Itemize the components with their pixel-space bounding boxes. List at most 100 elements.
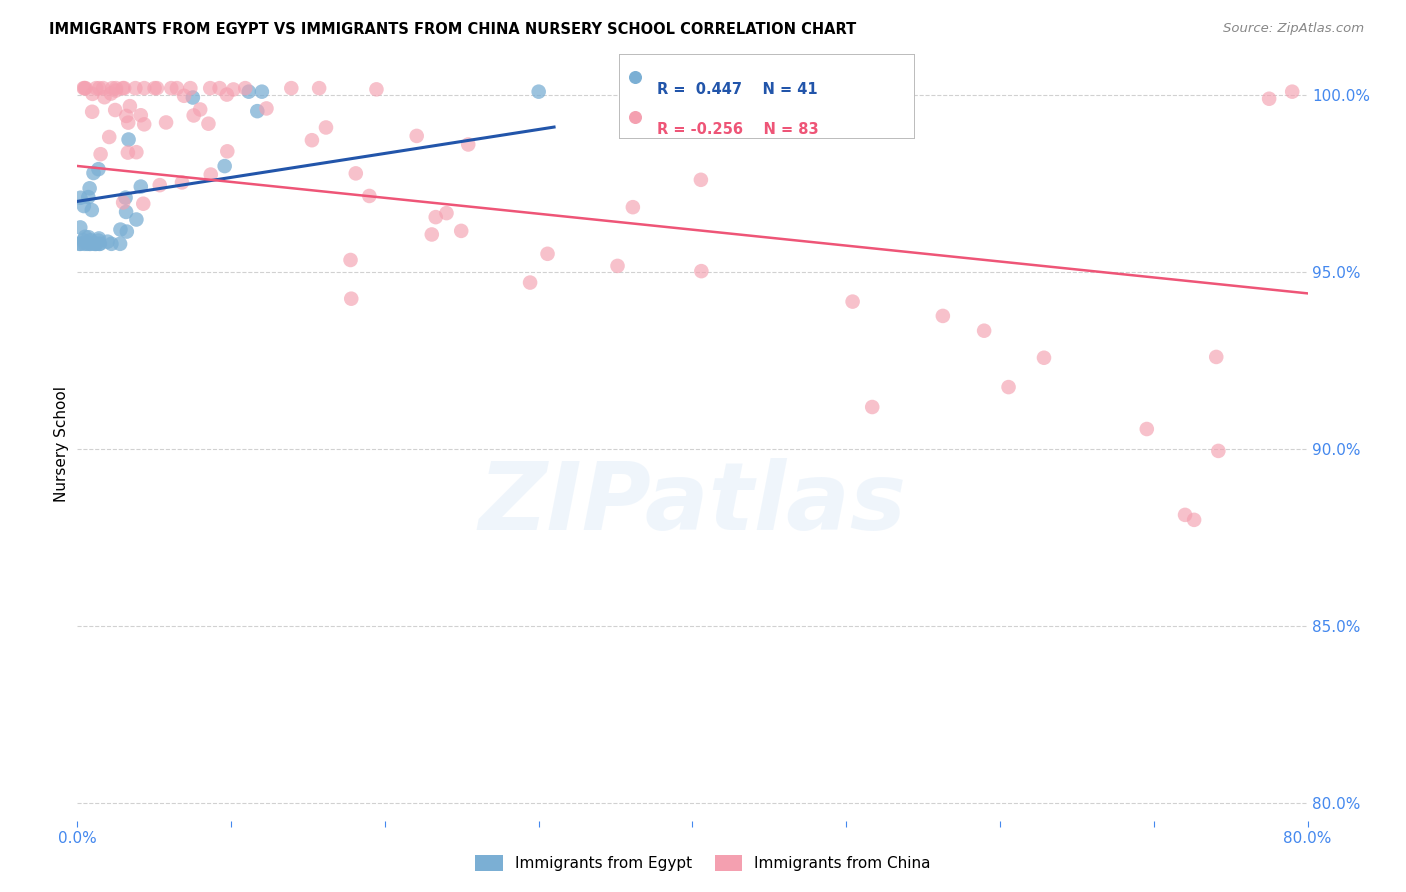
Point xyxy=(117,115,139,129)
Point xyxy=(73,81,96,95)
Point xyxy=(125,145,148,160)
Text: ZIPatlas: ZIPatlas xyxy=(478,458,907,550)
Point xyxy=(76,236,98,251)
Point xyxy=(89,236,111,251)
Point xyxy=(72,233,94,247)
Point xyxy=(200,168,222,182)
Point xyxy=(112,195,135,210)
Point xyxy=(214,159,236,173)
Point xyxy=(301,133,323,147)
Point xyxy=(82,87,104,101)
Point xyxy=(149,178,172,193)
Point xyxy=(160,81,183,95)
Point xyxy=(82,166,104,180)
Point xyxy=(87,231,110,245)
Point xyxy=(315,120,337,135)
Point xyxy=(246,104,269,119)
Point xyxy=(117,145,139,160)
Point xyxy=(624,70,647,85)
Point xyxy=(100,87,122,101)
Point xyxy=(1258,92,1281,106)
Point xyxy=(134,117,156,131)
Point xyxy=(104,103,127,117)
Point xyxy=(69,220,91,235)
Point xyxy=(98,130,121,145)
Point xyxy=(280,81,302,95)
Point xyxy=(84,81,107,95)
Point xyxy=(77,190,100,204)
Point xyxy=(100,236,122,251)
Point xyxy=(75,81,97,95)
Point xyxy=(200,81,222,95)
Point xyxy=(340,292,363,306)
Point xyxy=(217,145,239,159)
Text: R =  0.447    N = 41: R = 0.447 N = 41 xyxy=(657,82,818,97)
Point xyxy=(104,84,127,98)
Point xyxy=(77,230,100,244)
Point xyxy=(973,324,995,338)
Point xyxy=(73,81,96,95)
Point xyxy=(115,109,138,123)
Point xyxy=(233,81,256,95)
Point xyxy=(84,236,107,251)
Legend: Immigrants from Egypt, Immigrants from China: Immigrants from Egypt, Immigrants from C… xyxy=(468,849,938,877)
Point xyxy=(132,196,155,211)
Point xyxy=(527,85,550,99)
Point xyxy=(97,235,120,249)
Point xyxy=(238,85,260,99)
Point xyxy=(179,81,201,95)
Point xyxy=(250,85,273,99)
Point xyxy=(344,166,367,180)
Point xyxy=(69,191,91,205)
Point xyxy=(436,206,458,220)
Point xyxy=(115,205,138,219)
Point xyxy=(89,236,111,251)
Point xyxy=(405,128,427,143)
Point xyxy=(79,236,101,251)
Point xyxy=(1174,508,1197,522)
Point xyxy=(450,224,472,238)
Point xyxy=(129,108,152,122)
Point xyxy=(79,236,101,251)
Point xyxy=(79,181,101,195)
Point xyxy=(73,199,96,213)
Text: R = -0.256    N = 83: R = -0.256 N = 83 xyxy=(657,122,818,137)
Point xyxy=(1033,351,1056,365)
Point xyxy=(115,225,138,239)
Point xyxy=(181,90,204,104)
Point xyxy=(80,202,103,217)
Point xyxy=(188,103,211,117)
Point xyxy=(170,176,193,190)
Point xyxy=(117,132,139,146)
Point xyxy=(1281,85,1303,99)
Point xyxy=(932,309,955,323)
Point xyxy=(1205,350,1227,364)
Point xyxy=(125,212,148,227)
Point xyxy=(519,276,541,290)
Point xyxy=(73,236,96,251)
Point xyxy=(110,222,132,236)
Point xyxy=(67,236,90,251)
Point xyxy=(101,81,124,95)
Point xyxy=(118,99,141,113)
Point xyxy=(79,233,101,247)
Point xyxy=(112,81,135,95)
Point xyxy=(1182,513,1205,527)
Point xyxy=(420,227,443,242)
Point xyxy=(93,90,115,104)
Point xyxy=(155,115,177,129)
Point xyxy=(308,81,330,95)
Point xyxy=(606,259,628,273)
Point xyxy=(124,81,146,95)
Point xyxy=(208,81,231,95)
Point xyxy=(1208,444,1230,458)
Point xyxy=(87,162,110,177)
Point xyxy=(536,247,558,261)
Point xyxy=(197,117,219,131)
Point xyxy=(89,81,111,95)
Point xyxy=(143,81,166,95)
Point xyxy=(134,81,156,95)
Point xyxy=(690,264,713,278)
Point xyxy=(997,380,1019,394)
Text: IMMIGRANTS FROM EGYPT VS IMMIGRANTS FROM CHINA NURSERY SCHOOL CORRELATION CHART: IMMIGRANTS FROM EGYPT VS IMMIGRANTS FROM… xyxy=(49,22,856,37)
